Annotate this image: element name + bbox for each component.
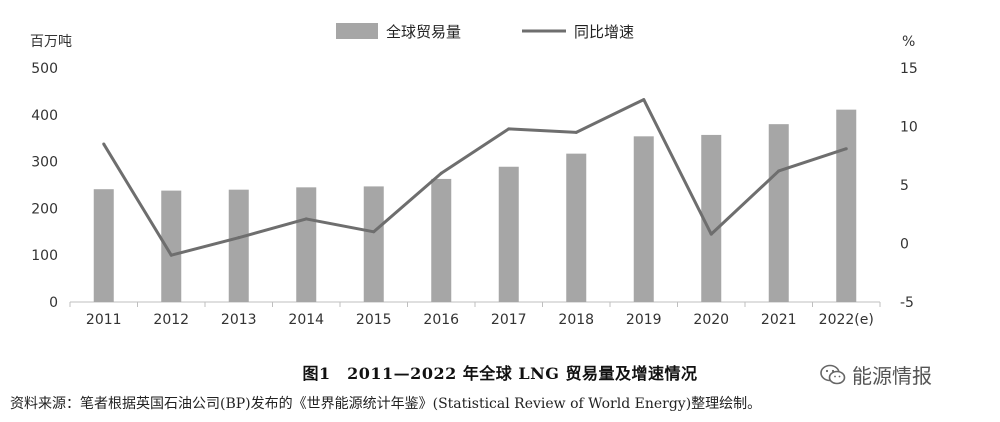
line-point <box>304 217 308 221</box>
line-point <box>439 171 443 175</box>
chart-area: 全球贸易量 同比增速 百万吨 % 0 100 200 300 400 500 -5 0 5 10 1… <box>30 23 918 328</box>
left-tick-label: 300 <box>31 155 58 171</box>
line-point <box>237 236 241 240</box>
left-axis-unit: 百万吨 <box>30 34 72 50</box>
x-tick-label: 2019 <box>626 312 662 328</box>
bar-series <box>93 109 857 302</box>
bar <box>161 190 182 302</box>
left-tick-label: 400 <box>31 108 58 124</box>
bar <box>566 153 587 302</box>
bar <box>363 186 384 302</box>
legend-bar-swatch <box>336 23 378 39</box>
x-tick-label: 2012 <box>153 312 189 328</box>
left-tick-label: 0 <box>49 295 58 311</box>
x-tick-label: 2017 <box>491 312 527 328</box>
left-tick-label: 500 <box>31 61 58 77</box>
right-axis-unit: % <box>902 34 915 50</box>
legend: 全球贸易量 同比增速 <box>336 23 634 41</box>
x-tick-label: 2020 <box>693 312 729 328</box>
line-point <box>574 130 578 134</box>
bar <box>701 134 722 302</box>
right-tick-label: -5 <box>900 295 914 311</box>
right-tick-label: 5 <box>900 178 909 194</box>
left-tick-label: 200 <box>31 201 58 217</box>
line-series <box>102 98 848 257</box>
wechat-icon <box>820 364 846 386</box>
left-tick-label: 100 <box>31 248 58 264</box>
right-tick-label: 15 <box>900 61 918 77</box>
x-tick-label: 2014 <box>288 312 324 328</box>
line-point <box>777 169 781 173</box>
axes: 0 100 200 300 400 500 -5 0 5 10 15 2011 2012 2013 2014… <box>31 61 918 328</box>
legend-bar-label: 全球贸易量 <box>386 23 461 41</box>
watermark: 能源情报 <box>820 360 932 389</box>
bar <box>836 109 857 302</box>
x-tick-label: 2018 <box>558 312 594 328</box>
bar <box>431 178 452 302</box>
x-tick-label: 2011 <box>86 312 122 328</box>
bar <box>633 136 654 302</box>
growth-line <box>102 98 847 257</box>
bar <box>768 124 789 302</box>
line-point <box>102 142 106 146</box>
bar <box>228 189 249 302</box>
x-tick-label: 2021 <box>761 312 797 328</box>
x-tick-label: 2016 <box>423 312 459 328</box>
x-tick-label: 2022(e) <box>819 312 874 328</box>
figure-caption: 图1 2011—2022 年全球 LNG 贸易量及增速情况 <box>302 364 698 383</box>
right-tick-label: 0 <box>900 237 909 253</box>
line-point <box>844 147 848 151</box>
watermark-text: 能源情报 <box>852 364 932 388</box>
line-point <box>169 253 173 257</box>
line-point <box>642 98 646 102</box>
bar <box>296 187 317 302</box>
right-tick-label: 10 <box>900 120 918 136</box>
line-point <box>507 127 511 131</box>
x-tick-label: 2013 <box>221 312 257 328</box>
line-point <box>372 230 376 234</box>
x-tick-label: 2015 <box>356 312 392 328</box>
bar <box>93 189 114 302</box>
bar <box>498 166 519 302</box>
line-point <box>709 232 713 236</box>
legend-line-label: 同比增速 <box>574 23 634 41</box>
source-note: 资料来源：笔者根据英国石油公司(BP)发布的《世界能源统计年鉴》(Statist… <box>10 396 762 412</box>
